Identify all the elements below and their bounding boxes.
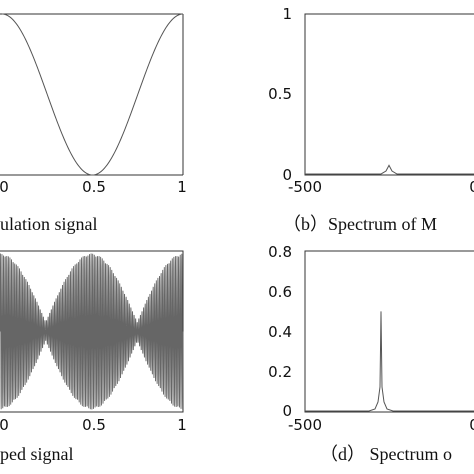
panel-b: 1 0.5 0 -500 0 （b）Spectrum of M <box>268 5 474 234</box>
panel-d-series-line <box>305 311 474 412</box>
panel-d-frame <box>304 250 474 413</box>
panel-b-series-line <box>305 164 474 175</box>
panel-d-xtick-1: 0 <box>469 416 474 434</box>
panel-d-ytick-2: 0.4 <box>268 323 292 341</box>
panel-b-ytick-2: 1 <box>282 5 292 23</box>
panel-c-xtick-0: 0 <box>0 416 9 434</box>
panel-d: 0.8 0.6 0.4 0.2 0 -500 0 （d） Spectrum o <box>268 243 474 464</box>
panel-d-ytick-0: 0 <box>282 402 292 420</box>
panel-a: 0 0.5 1 ulation signal <box>0 13 187 234</box>
panel-a-xtick-2: 1 <box>177 178 187 196</box>
panel-d-ytick-1: 0.2 <box>268 363 292 381</box>
panel-a-caption: ulation signal <box>0 214 98 234</box>
panel-c: 0 0.5 1 ped signal <box>0 250 187 464</box>
panel-d-caption: （d） Spectrum o <box>320 444 452 464</box>
panel-a-series-line <box>1 13 184 176</box>
panel-b-caption: （b）Spectrum of M <box>283 214 437 234</box>
panel-b-xtick-1: 0 <box>469 178 474 196</box>
panel-d-ytick-3: 0.6 <box>268 283 292 301</box>
panel-d-ytick-4: 0.8 <box>268 243 292 261</box>
panel-c-xtick-2: 1 <box>177 416 187 434</box>
panel-b-ytick-0: 0 <box>282 166 292 184</box>
panel-b-ytick-1: 0.5 <box>268 85 292 103</box>
panel-d-xtick-0: -500 <box>288 416 322 434</box>
panel-c-caption: ped signal <box>0 444 74 464</box>
panel-a-xtick-0: 0 <box>0 178 9 196</box>
panel-c-series-line <box>0 253 184 410</box>
panel-b-xtick-0: -500 <box>288 178 322 196</box>
panel-c-xtick-1: 0.5 <box>82 416 106 434</box>
panel-a-xtick-1: 0.5 <box>82 178 106 196</box>
panel-b-frame <box>304 13 474 176</box>
